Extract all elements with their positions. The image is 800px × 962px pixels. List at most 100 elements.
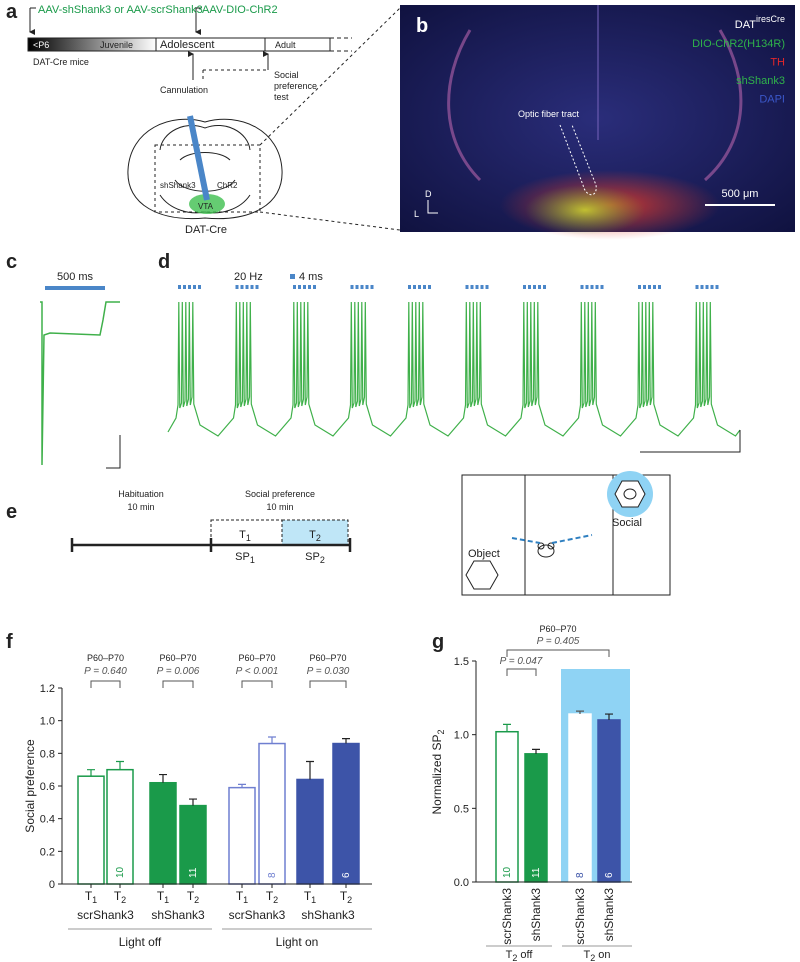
y-tick-label: 0.6 xyxy=(40,781,55,793)
y-tick-label: 1.0 xyxy=(454,730,469,742)
stim-pulse xyxy=(193,285,196,289)
x-tick-sub: 2 xyxy=(121,895,126,905)
stim-pulse xyxy=(595,285,599,289)
epoch-sub: 2 xyxy=(316,533,321,543)
stim-pulse xyxy=(408,285,411,289)
axis-label: L xyxy=(414,209,419,219)
stim-pulse xyxy=(250,285,254,289)
stim-pulse xyxy=(418,285,421,289)
group-text: off xyxy=(517,949,533,961)
stim-pulse xyxy=(475,285,479,289)
stim-pulse xyxy=(695,285,699,289)
x-tick-sub: 1 xyxy=(164,895,169,905)
arena xyxy=(461,471,671,596)
x-tick-label: T2 xyxy=(266,889,278,905)
error-bar xyxy=(189,798,197,806)
x-tick-sub: 1 xyxy=(311,895,316,905)
channel-label: DAPI xyxy=(759,94,785,106)
stim-pulse xyxy=(178,285,181,289)
stim-pulse xyxy=(700,285,704,289)
scale-bar xyxy=(106,435,121,469)
p-value: P = 0.030 xyxy=(307,666,350,677)
bar xyxy=(77,775,105,885)
stim-pulse xyxy=(465,285,469,289)
scale-label: 500 ms xyxy=(57,271,94,283)
y-tick-label: 0.4 xyxy=(40,814,55,826)
stim-pulse xyxy=(648,285,651,289)
group-label: scrShank3 xyxy=(229,908,286,922)
channel-label: DIO-ChR2(H134R) xyxy=(692,38,785,50)
y-tick-label: 0.5 xyxy=(454,803,469,815)
x-tick-sub: 1 xyxy=(92,895,97,905)
optic-fiber xyxy=(187,115,210,201)
title-text: DAT xyxy=(735,19,756,31)
x-tick-sub: 2 xyxy=(194,895,199,905)
brain-label: DAT-Cre xyxy=(185,224,227,236)
stim-pulse xyxy=(523,285,526,289)
stim-pulse xyxy=(245,285,249,289)
n-label: 10 xyxy=(502,866,513,878)
t2-box xyxy=(281,519,349,546)
stim-pulse xyxy=(428,285,431,289)
stim-pulse xyxy=(198,285,201,289)
group-base: T xyxy=(506,949,513,961)
title-sup: iresCre xyxy=(756,14,785,24)
score: SP1 xyxy=(235,551,255,565)
bracket xyxy=(309,680,347,688)
error-bar xyxy=(306,760,314,780)
p-value: P = 0.640 xyxy=(84,666,127,677)
y-tick-label: 1.0 xyxy=(40,716,55,728)
n-label: 8 xyxy=(575,872,586,878)
channel-label: shShank3 xyxy=(736,75,785,87)
y-tick-label: 1.5 xyxy=(454,656,469,668)
epoch-label: 10 min xyxy=(127,502,154,512)
error-bar xyxy=(605,713,613,720)
p-value: P = 0.006 xyxy=(157,666,200,677)
panel-label: g xyxy=(432,631,444,653)
x-tick-base: T xyxy=(157,889,165,903)
stim-pulse xyxy=(600,285,604,289)
stim-pulse xyxy=(188,285,191,289)
stage-label: Juvenile xyxy=(100,40,133,50)
stim-pulse xyxy=(308,285,311,289)
stim-pulse xyxy=(658,285,661,289)
stim-label: 20 Hz xyxy=(234,271,263,283)
stim-pulse xyxy=(313,285,316,289)
injection-label: AAV-DIO-ChR2 xyxy=(202,4,278,16)
stim-pulse xyxy=(638,285,641,289)
stim-pulse xyxy=(543,285,546,289)
orientation xyxy=(427,200,438,214)
injection-label: AAV-shShank3 or AAV-scrShank3 xyxy=(38,4,203,16)
panel-label: f xyxy=(6,631,13,653)
score-sub: 2 xyxy=(320,555,325,565)
stim-pulse xyxy=(710,285,714,289)
epoch-sub: 1 xyxy=(246,533,251,543)
epoch-label: 10 min xyxy=(266,502,293,512)
channel-label: TH xyxy=(770,57,785,69)
x-tick-base: T xyxy=(304,889,312,903)
test-label: Social xyxy=(274,70,299,80)
arena-label: Object xyxy=(468,548,500,560)
brain-label: VTA xyxy=(198,202,214,211)
panel-label: c xyxy=(6,251,17,273)
stim-pulse xyxy=(370,285,374,289)
panel-label: d xyxy=(158,251,170,273)
trace xyxy=(167,301,741,437)
stim-pulse xyxy=(585,285,589,289)
micrograph xyxy=(400,5,795,240)
stim-pulse xyxy=(413,285,416,289)
score-sub: 1 xyxy=(250,555,255,565)
mouse-line: DAT-Cre mice xyxy=(33,57,89,67)
stim-pulse xyxy=(365,285,369,289)
error-bar xyxy=(503,723,511,732)
epoch: T1 xyxy=(239,529,251,543)
bar xyxy=(149,781,177,885)
x-tick-label: T1 xyxy=(304,889,316,905)
stim-pulse xyxy=(715,285,719,289)
error-bar xyxy=(268,736,276,744)
stage-label: <P6 xyxy=(33,40,49,50)
y-label-base: Normalized SP xyxy=(430,734,444,814)
condition-label: Light off xyxy=(119,935,162,949)
n-label: 6 xyxy=(341,872,352,878)
